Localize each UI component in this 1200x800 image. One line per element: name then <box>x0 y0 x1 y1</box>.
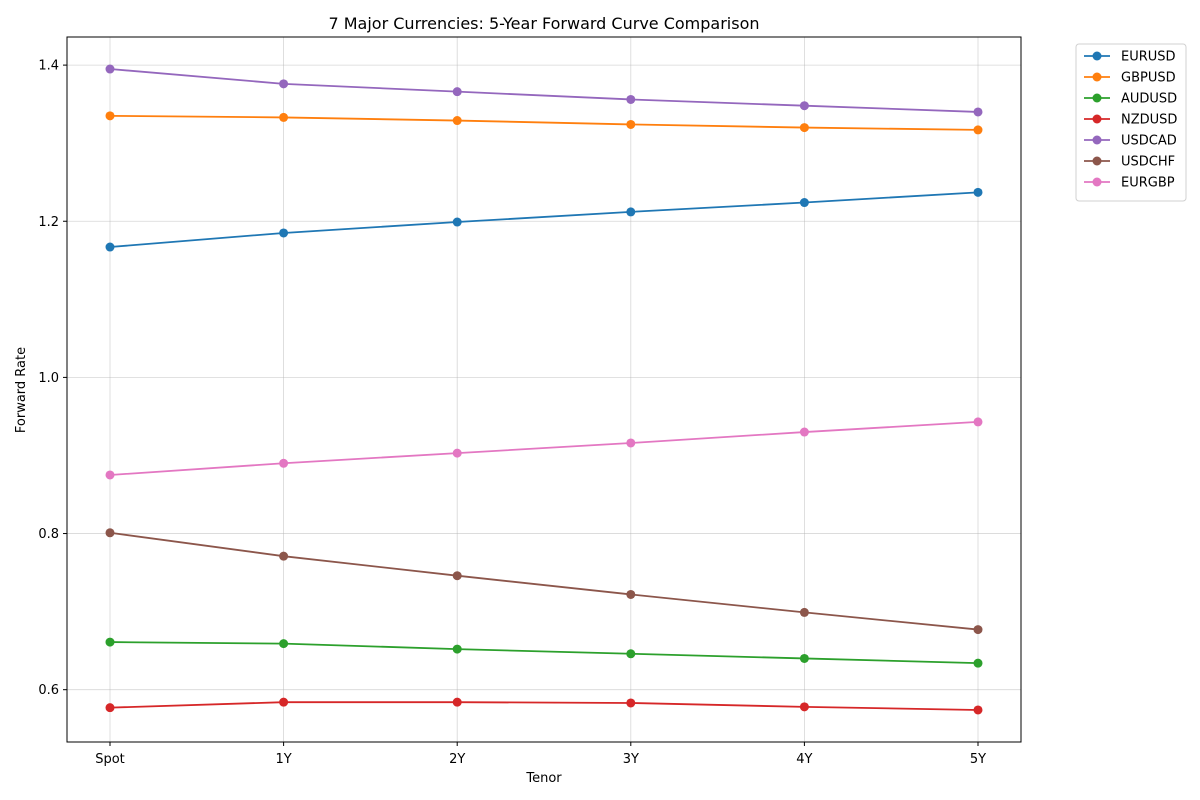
chart-title: 7 Major Currencies: 5-Year Forward Curve… <box>328 14 759 33</box>
data-point-audusd <box>626 649 636 659</box>
data-point-gbpusd <box>452 116 462 126</box>
legend-item-gbpusd: GBPUSD <box>1084 71 1176 86</box>
data-point-audusd <box>279 639 289 649</box>
data-point-gbpusd <box>279 112 289 122</box>
x-axis-label: Tenor <box>525 771 562 786</box>
series-nzdusd <box>105 697 983 715</box>
y-tick-label: 1.0 <box>38 371 59 386</box>
data-point-eurgbp <box>279 458 289 468</box>
legend-label: EURUSD <box>1121 50 1176 65</box>
data-point-audusd <box>105 637 115 647</box>
series-line-nzdusd <box>109 701 979 711</box>
series-layer <box>105 64 983 715</box>
series-eurusd <box>105 187 983 252</box>
x-tick-label: 4Y <box>796 752 812 767</box>
x-tick-label: 1Y <box>275 752 291 767</box>
data-point-eurusd <box>452 217 462 227</box>
legend-label: NZDUSD <box>1121 113 1177 128</box>
data-point-usdchf <box>105 528 115 538</box>
legend-label: USDCAD <box>1121 134 1177 149</box>
y-axis-ticks: 0.6 0.8 1.0 1.2 1.4 <box>38 59 67 698</box>
y-axis-label: Forward Rate <box>14 347 29 433</box>
data-point-nzdusd <box>105 703 115 713</box>
legend-marker <box>1092 135 1102 145</box>
data-point-eurusd <box>626 207 636 217</box>
y-tick-label: 0.8 <box>38 527 59 542</box>
legend-marker <box>1092 114 1102 124</box>
legend-item-eurgbp: EURGBP <box>1084 176 1175 191</box>
legend-label: AUDUSD <box>1121 92 1177 107</box>
data-point-usdcad <box>105 64 115 74</box>
data-point-usdcad <box>626 94 636 104</box>
y-tick-label: 1.2 <box>38 215 59 230</box>
legend-marker <box>1092 156 1102 166</box>
series-line-eurgbp <box>109 421 979 476</box>
series-gbpusd <box>105 111 983 135</box>
data-point-nzdusd <box>626 698 636 708</box>
data-point-usdchf <box>279 551 289 561</box>
legend-marker <box>1092 93 1102 103</box>
series-line-audusd <box>109 641 979 665</box>
x-tick-label: 3Y <box>623 752 639 767</box>
data-point-eurusd <box>799 198 809 208</box>
series-line-gbpusd <box>109 114 979 131</box>
data-point-eurgbp <box>452 448 462 458</box>
x-tick-label: Spot <box>95 752 125 767</box>
data-point-audusd <box>799 653 809 663</box>
plot-frame <box>66 36 1022 743</box>
legend-marker <box>1092 177 1102 187</box>
data-point-usdcad <box>279 79 289 89</box>
data-point-usdcad <box>799 101 809 111</box>
data-point-eurgbp <box>973 417 983 427</box>
data-point-gbpusd <box>105 111 115 121</box>
legend-item-usdcad: USDCAD <box>1084 134 1177 149</box>
legend-item-eurusd: EURUSD <box>1084 50 1176 65</box>
legend-marker <box>1092 51 1102 61</box>
data-point-nzdusd <box>452 697 462 707</box>
data-point-eurusd <box>105 242 115 252</box>
legend-item-nzdusd: NZDUSD <box>1084 113 1177 128</box>
data-point-eurgbp <box>799 427 809 437</box>
y-tick-label: 1.4 <box>38 59 59 74</box>
data-point-nzdusd <box>799 702 809 712</box>
series-usdchf <box>105 528 983 635</box>
data-point-eurusd <box>279 228 289 238</box>
legend: EURUSD GBPUSD AUDUSD NZDUSD USDCAD USDCHF EURG… <box>1075 43 1187 202</box>
legend-marker <box>1092 72 1102 82</box>
legend-label: GBPUSD <box>1121 71 1176 86</box>
data-point-audusd <box>452 644 462 654</box>
data-point-nzdusd <box>973 705 983 715</box>
data-point-nzdusd <box>279 697 289 707</box>
data-point-eurgbp <box>105 470 115 480</box>
legend-label: EURGBP <box>1121 176 1175 191</box>
data-point-usdchf <box>799 607 809 617</box>
data-point-usdcad <box>973 107 983 117</box>
data-point-usdchf <box>973 625 983 635</box>
x-axis-ticks: Spot 1Y 2Y 3Y 4Y 5Y <box>95 742 986 767</box>
data-point-audusd <box>973 658 983 668</box>
series-line-eurusd <box>109 191 979 248</box>
data-point-usdchf <box>626 589 636 599</box>
series-line-usdcad <box>109 68 979 113</box>
data-point-eurusd <box>973 187 983 197</box>
y-tick-label: 0.6 <box>38 683 59 698</box>
legend-item-audusd: AUDUSD <box>1084 92 1177 107</box>
data-point-usdcad <box>452 87 462 97</box>
data-point-gbpusd <box>799 123 809 133</box>
x-tick-label: 2Y <box>449 752 465 767</box>
data-point-gbpusd <box>626 119 636 129</box>
grid-layer <box>67 37 1021 742</box>
series-usdcad <box>105 64 983 117</box>
series-line-usdchf <box>109 531 979 631</box>
series-eurgbp <box>105 417 983 480</box>
data-point-eurgbp <box>626 438 636 448</box>
legend-item-usdchf: USDCHF <box>1084 155 1175 170</box>
legend-label: USDCHF <box>1121 155 1175 170</box>
x-tick-label: 5Y <box>970 752 986 767</box>
series-audusd <box>105 637 983 668</box>
data-point-usdchf <box>452 571 462 581</box>
data-point-gbpusd <box>973 125 983 135</box>
